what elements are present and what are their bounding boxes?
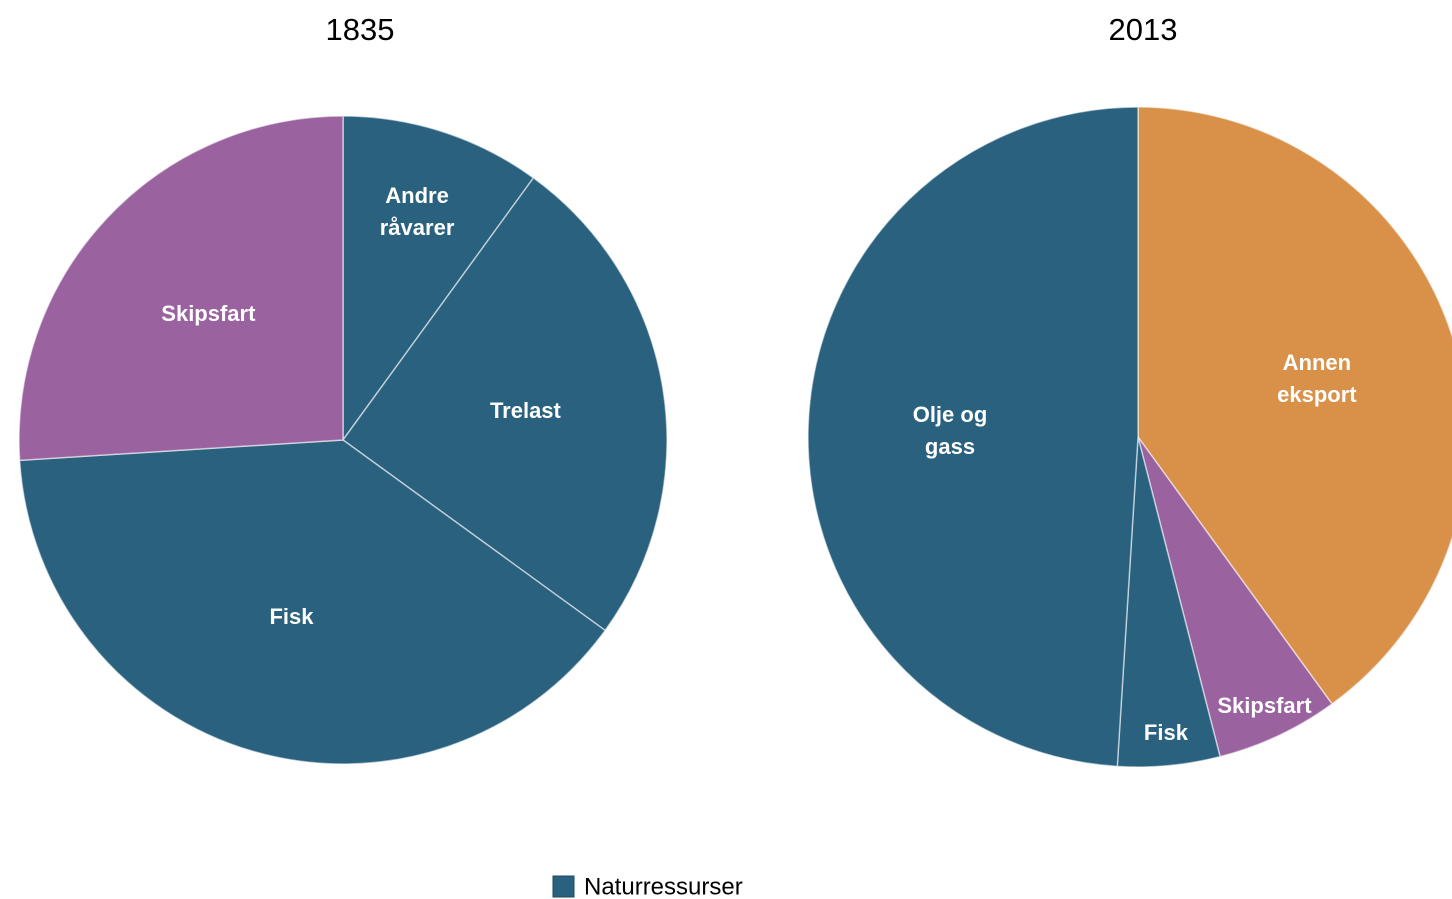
legend-swatch xyxy=(552,875,575,898)
slice-label: Trelast xyxy=(489,398,561,424)
slice-label: Annen eksport xyxy=(1277,349,1357,407)
pie-slice xyxy=(1137,436,1334,758)
pie-slice xyxy=(342,115,535,443)
chart-title: 2013 xyxy=(1109,12,1178,47)
chart-title: 1835 xyxy=(326,12,395,47)
slice-label: Fisk xyxy=(1143,719,1188,745)
legend-label: Naturressurser xyxy=(584,873,743,899)
pie-slice xyxy=(341,176,668,632)
slice-label: Andre råvarer xyxy=(379,182,455,240)
slice-label: Fisk xyxy=(269,604,314,630)
slice-label: Skipsfart xyxy=(1217,692,1312,718)
slice-label: Skipsfart xyxy=(161,300,256,326)
pie-slice xyxy=(18,439,607,765)
pie-slice xyxy=(807,106,1139,768)
slice-label: Olje og gass xyxy=(912,402,988,460)
pie-slice xyxy=(18,115,344,462)
